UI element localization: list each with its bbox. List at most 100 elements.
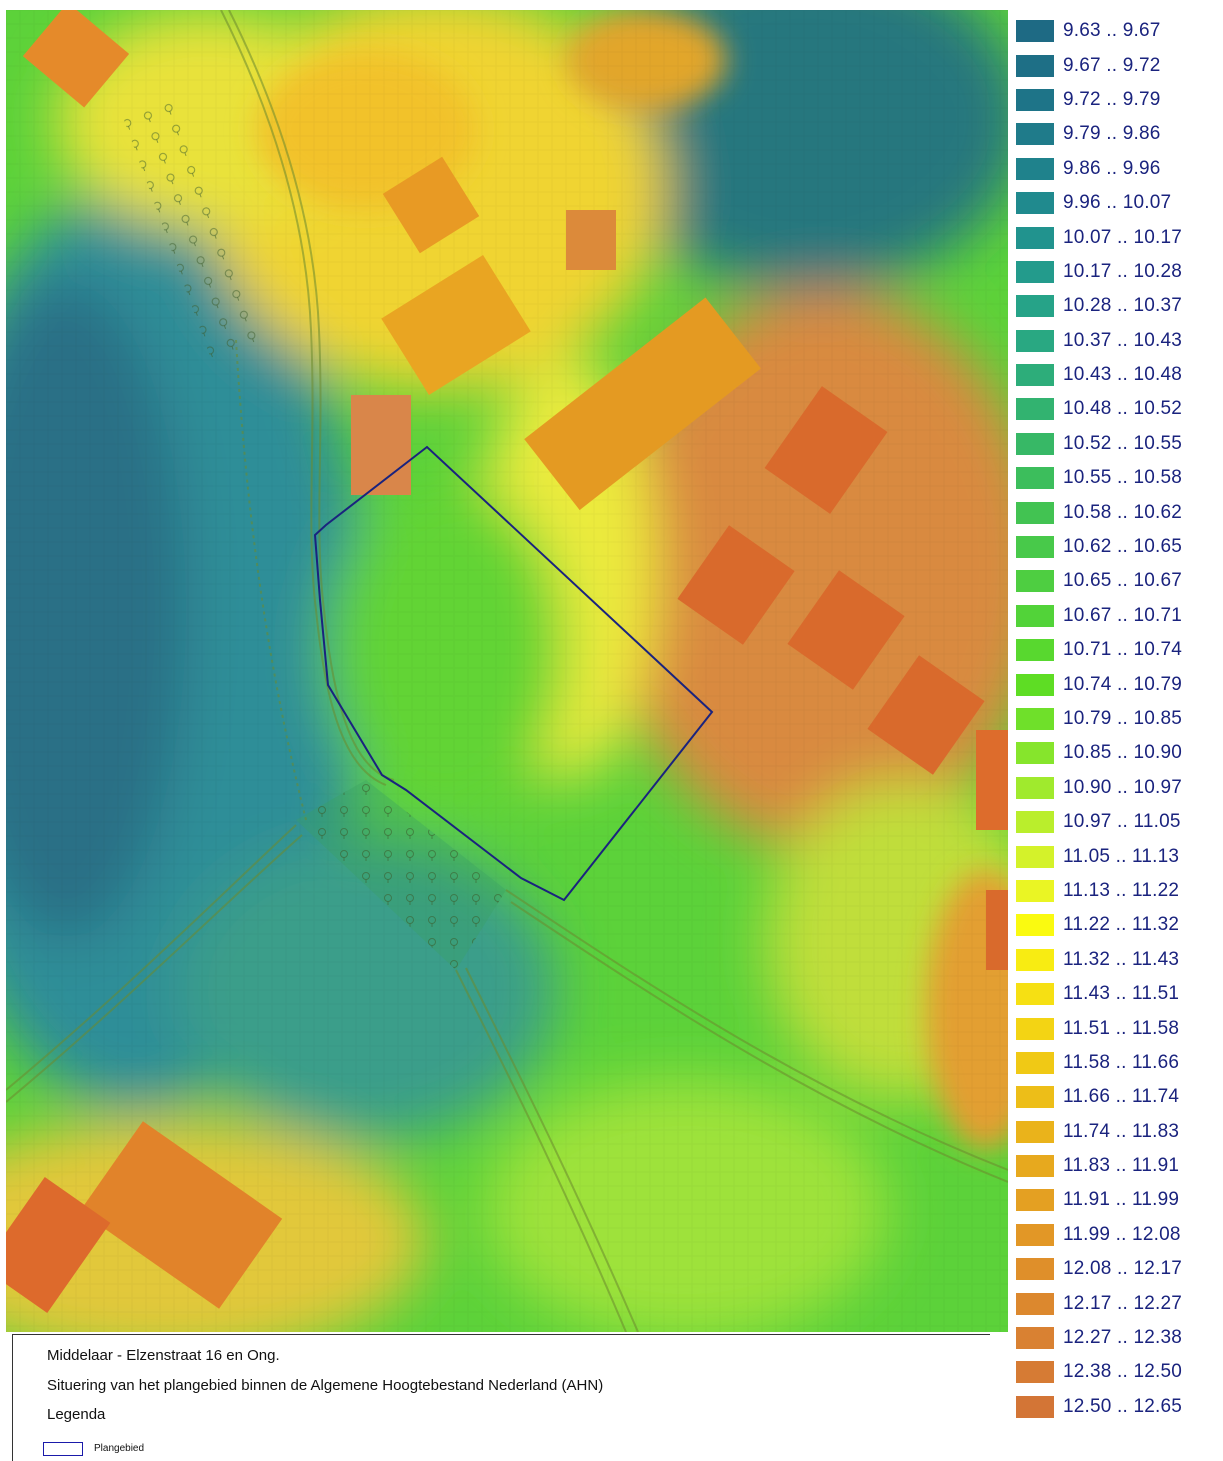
legend-item: 11.32 .. 11.43 [1016, 943, 1216, 977]
legend-label: 10.48 .. 10.52 [1063, 398, 1183, 420]
legend-swatch [1016, 604, 1054, 627]
legend-item: 11.74 .. 11.83 [1016, 1115, 1216, 1149]
legend-item: 12.17 .. 12.27 [1016, 1286, 1216, 1320]
legend-item: 9.96 .. 10.07 [1016, 186, 1216, 220]
legend-label: 10.37 .. 10.43 [1063, 329, 1183, 351]
legend-item: 11.43 .. 11.51 [1016, 977, 1216, 1011]
legend-item: 10.43 .. 10.48 [1016, 358, 1216, 392]
legend-label: 10.65 .. 10.67 [1063, 570, 1183, 592]
legend-item: 10.07 .. 10.17 [1016, 220, 1216, 254]
info-panel: Middelaar - Elzenstraat 16 en Ong. Situe… [12, 1334, 990, 1461]
legend-label: 11.51 .. 11.58 [1063, 1017, 1180, 1039]
legend-swatch [1016, 536, 1054, 559]
legend-swatch [1016, 1292, 1054, 1315]
legend-item: 10.74 .. 10.79 [1016, 667, 1216, 701]
legend-label: 10.43 .. 10.48 [1063, 364, 1183, 386]
legend-label: 10.62 .. 10.65 [1063, 536, 1183, 558]
legend-label: 9.86 .. 9.96 [1063, 157, 1161, 179]
plangebied-boundary[interactable] [313, 445, 714, 902]
legend-item: 10.65 .. 10.67 [1016, 564, 1216, 598]
legend-label: 12.08 .. 12.17 [1063, 1258, 1183, 1280]
legend-swatch [1016, 1120, 1054, 1143]
legend-label: 10.67 .. 10.71 [1063, 604, 1183, 626]
legend-label: 10.07 .. 10.17 [1063, 226, 1183, 248]
legend-swatch [1016, 673, 1054, 696]
legend-item: 10.62 .. 10.65 [1016, 530, 1216, 564]
legend-swatch [1016, 639, 1054, 662]
legend-swatch [1016, 1155, 1054, 1178]
legend-item: 9.79 .. 9.86 [1016, 117, 1216, 151]
legend-swatch [1016, 157, 1054, 180]
legend-swatch [1016, 1258, 1054, 1281]
legend-item: 12.38 .. 12.50 [1016, 1355, 1216, 1389]
legend-swatch [1016, 1051, 1054, 1074]
legend-item: 10.52 .. 10.55 [1016, 427, 1216, 461]
legend-swatch [1016, 708, 1054, 730]
legend-label: 11.91 .. 11.99 [1063, 1189, 1180, 1211]
plangebied-symbol [43, 1442, 83, 1456]
legend-item: 10.28 .. 10.37 [1016, 289, 1216, 323]
legend-swatch [1016, 1395, 1054, 1418]
legend-swatch [1016, 226, 1054, 249]
legend-swatch [1016, 776, 1054, 799]
legend-label: 10.58 .. 10.62 [1063, 501, 1183, 523]
legend-label: 11.74 .. 11.83 [1063, 1120, 1180, 1142]
legend-item: 12.50 .. 12.65 [1016, 1390, 1216, 1424]
legend-swatch [1016, 88, 1054, 111]
legend-item: 11.51 .. 11.58 [1016, 1011, 1216, 1045]
legend-swatch [1016, 467, 1054, 490]
tree-plot-south-pattern [296, 780, 506, 970]
legend-swatch [1016, 54, 1054, 77]
legend-label: 11.13 .. 11.22 [1063, 879, 1180, 901]
legend-item: 10.58 .. 10.62 [1016, 495, 1216, 529]
legend-label: 11.22 .. 11.32 [1063, 914, 1180, 936]
legend-label: 9.79 .. 9.86 [1063, 123, 1161, 145]
legend-item: 10.85 .. 10.90 [1016, 736, 1216, 770]
legend-label: 9.72 .. 9.79 [1063, 88, 1161, 110]
legend-label: 11.32 .. 11.43 [1063, 948, 1180, 970]
legend-label: 10.85 .. 10.90 [1063, 742, 1183, 764]
map-title: Middelaar - Elzenstraat 16 en Ong. [47, 1347, 280, 1364]
legend-item: 11.99 .. 12.08 [1016, 1218, 1216, 1252]
legend-item: 11.91 .. 11.99 [1016, 1183, 1216, 1217]
legend-label: 10.90 .. 10.97 [1063, 776, 1183, 798]
legend-label: 11.83 .. 11.91 [1063, 1155, 1180, 1177]
legend-swatch [1016, 295, 1054, 318]
elevation-legend: 9.63 .. 9.67 9.67 .. 9.72 9.72 .. 9.79 9.79… [1016, 14, 1216, 1424]
legend-item: 10.48 .. 10.52 [1016, 392, 1216, 426]
legend-item: 12.08 .. 12.17 [1016, 1252, 1216, 1286]
legend-swatch [1016, 845, 1054, 868]
legend-label: 9.96 .. 10.07 [1063, 192, 1172, 214]
legend-label: 11.99 .. 12.08 [1063, 1223, 1181, 1245]
legend-swatch [1016, 1086, 1054, 1109]
legend-item: 9.63 .. 9.67 [1016, 14, 1216, 48]
legend-swatch [1016, 1327, 1054, 1350]
legend-label: 10.52 .. 10.55 [1063, 432, 1183, 454]
map-subtitle: Situering van het plangebied binnen de A… [47, 1377, 604, 1394]
legend-label: 12.17 .. 12.27 [1063, 1292, 1183, 1314]
legend-item: 11.83 .. 11.91 [1016, 1149, 1216, 1183]
legend-swatch [1016, 20, 1054, 43]
legend-swatch [1016, 398, 1054, 421]
legend-label: 12.27 .. 12.38 [1063, 1327, 1183, 1349]
legend-swatch [1016, 501, 1054, 524]
legend-swatch [1016, 948, 1054, 971]
legend-item: 10.71 .. 10.74 [1016, 633, 1216, 667]
legend-item: 10.79 .. 10.85 [1016, 702, 1216, 736]
roads [6, 10, 1008, 1332]
legend-swatch [1016, 1223, 1054, 1246]
legend-swatch [1016, 811, 1054, 834]
legend-swatch [1016, 123, 1054, 146]
legend-item: 10.90 .. 10.97 [1016, 771, 1216, 805]
legend-item: 9.86 .. 9.96 [1016, 152, 1216, 186]
legend-swatch [1016, 364, 1054, 387]
legend-item: 10.37 .. 10.43 [1016, 324, 1216, 358]
legend-swatch [1016, 432, 1054, 455]
legend-item: 11.58 .. 11.66 [1016, 1046, 1216, 1080]
legend-item: 12.27 .. 12.38 [1016, 1321, 1216, 1355]
legend-item: 11.13 .. 11.22 [1016, 874, 1216, 908]
buildings [6, 10, 1008, 1313]
legend-label: 12.50 .. 12.65 [1063, 1395, 1183, 1417]
legend-heading: Legenda [47, 1406, 106, 1423]
elevation-map[interactable] [6, 10, 1008, 1332]
